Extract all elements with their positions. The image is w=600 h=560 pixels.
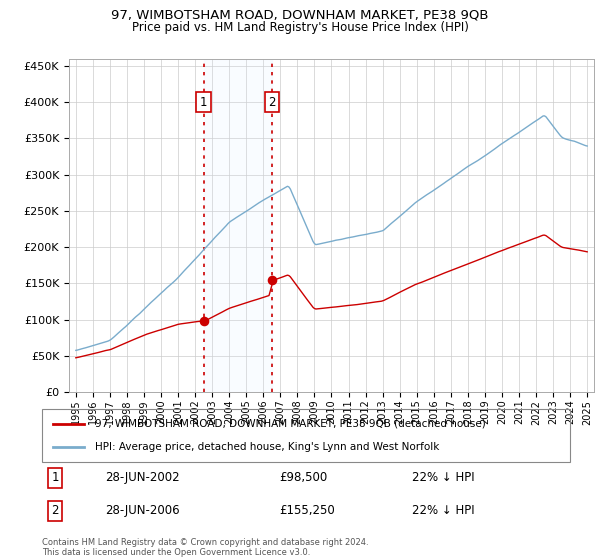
Text: 2: 2 — [268, 96, 275, 109]
Text: £155,250: £155,250 — [280, 504, 335, 517]
Text: 97, WIMBOTSHAM ROAD, DOWNHAM MARKET, PE38 9QB: 97, WIMBOTSHAM ROAD, DOWNHAM MARKET, PE3… — [111, 8, 489, 21]
Text: 1: 1 — [52, 472, 59, 484]
Text: HPI: Average price, detached house, King's Lynn and West Norfolk: HPI: Average price, detached house, King… — [95, 442, 439, 452]
Text: Contains HM Land Registry data © Crown copyright and database right 2024.
This d: Contains HM Land Registry data © Crown c… — [42, 538, 368, 557]
Point — [199, 316, 208, 325]
Text: 2: 2 — [52, 504, 59, 517]
Text: 97, WIMBOTSHAM ROAD, DOWNHAM MARKET, PE38 9QB (detached house): 97, WIMBOTSHAM ROAD, DOWNHAM MARKET, PE3… — [95, 419, 485, 429]
Text: £98,500: £98,500 — [280, 472, 328, 484]
Bar — [203, 59, 272, 392]
Text: 1: 1 — [200, 96, 208, 109]
Text: 28-JUN-2006: 28-JUN-2006 — [106, 504, 180, 517]
Text: 22% ↓ HPI: 22% ↓ HPI — [412, 504, 474, 517]
Text: Price paid vs. HM Land Registry's House Price Index (HPI): Price paid vs. HM Land Registry's House … — [131, 21, 469, 34]
Text: 28-JUN-2002: 28-JUN-2002 — [106, 472, 180, 484]
Text: 22% ↓ HPI: 22% ↓ HPI — [412, 472, 474, 484]
Point — [267, 275, 277, 284]
